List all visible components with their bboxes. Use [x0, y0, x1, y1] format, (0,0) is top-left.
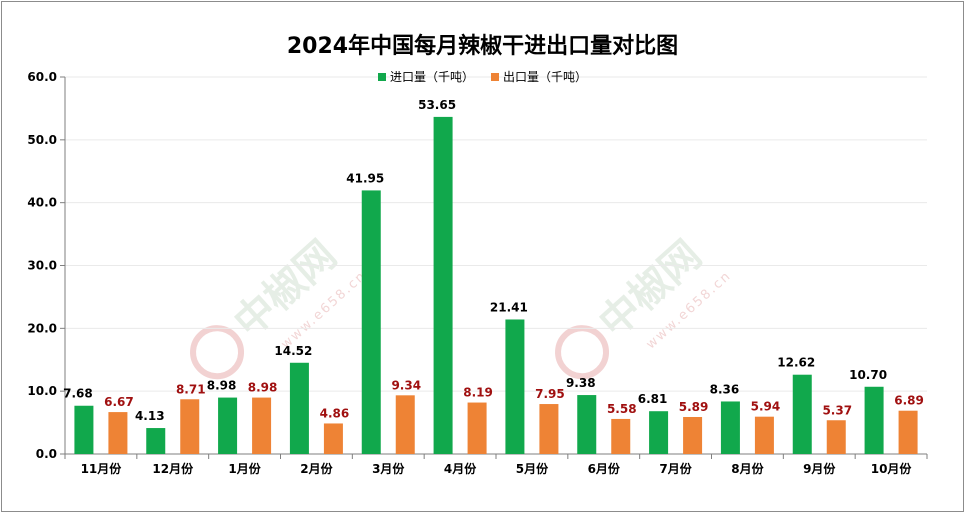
- import-bar: [146, 428, 166, 454]
- y-tick-label: 40.0: [27, 196, 57, 210]
- export-bar: [898, 410, 918, 454]
- import-data-label: 21.41: [490, 300, 528, 314]
- watermark-logo-text: 中椒网: [225, 232, 345, 346]
- legend-export-swatch: [491, 73, 499, 81]
- import-bar: [864, 386, 884, 454]
- import-data-label: 4.13: [135, 409, 165, 423]
- export-data-label: 6.89: [894, 394, 924, 408]
- export-data-label: 8.98: [248, 381, 278, 395]
- x-tick-label: 9月份: [803, 461, 836, 476]
- import-data-label: 8.98: [207, 379, 237, 393]
- export-data-label: 4.86: [320, 406, 350, 420]
- import-bar: [505, 319, 525, 454]
- x-tick-label: 6月份: [588, 461, 621, 476]
- export-data-label: 8.71: [176, 382, 206, 396]
- import-bar: [577, 395, 597, 454]
- import-bar: [74, 405, 94, 454]
- x-tick-label: 1月份: [228, 461, 261, 476]
- x-tick-label: 5月份: [516, 461, 549, 476]
- watermark-logo-icon: [190, 325, 245, 380]
- chart-title: 2024年中国每月辣椒干进出口量对比图: [286, 34, 679, 59]
- x-tick-label: 8月份: [731, 461, 764, 476]
- export-data-label: 7.95: [535, 387, 565, 401]
- data-labels: 7.686.674.138.71 8.98 8.9814.524.8641.959.…: [63, 98, 924, 423]
- export-bar: [252, 397, 272, 454]
- import-data-label: 53.65: [418, 98, 456, 112]
- import-data-label: 7.68: [63, 387, 93, 401]
- import-data-label: 8.36: [710, 382, 740, 396]
- export-bar: [754, 416, 774, 454]
- export-bar: [539, 404, 559, 454]
- export-data-label: 5.58: [607, 402, 637, 416]
- export-bar: [826, 420, 846, 454]
- y-tick-label: 50.0: [27, 133, 57, 147]
- export-bar: [323, 423, 343, 454]
- export-bar: [467, 402, 487, 454]
- export-data-label: 8.19: [463, 386, 493, 400]
- x-tick-label: 11月份: [81, 461, 123, 476]
- export-data-label: 6.67: [104, 395, 134, 409]
- import-data-label: 6.81: [638, 392, 668, 406]
- x-tick-label: 2月份: [300, 461, 333, 476]
- export-data-label: 9.34: [391, 378, 421, 392]
- import-bar: [792, 374, 812, 454]
- x-tick-label: 12月份: [152, 461, 194, 476]
- import-data-label: 41.95: [346, 171, 384, 185]
- export-data-label: 5.94: [751, 400, 781, 414]
- y-tick-label: 0.0: [36, 447, 57, 461]
- import-bar: [433, 116, 453, 454]
- import-bar: [361, 190, 381, 454]
- import-data-label: 9.38: [566, 376, 596, 390]
- legend-export-label: 出口量（千吨）: [503, 70, 587, 84]
- import-bar: [289, 362, 309, 454]
- y-tick-label: 60.0: [27, 70, 57, 84]
- x-tick-label: 7月份: [659, 461, 692, 476]
- y-tick-label: 30.0: [27, 259, 57, 273]
- x-tick-label: 10月份: [871, 461, 913, 476]
- export-bar: [180, 399, 200, 454]
- export-bar: [108, 412, 128, 454]
- import-bar: [649, 411, 669, 454]
- import-data-label: 10.70: [849, 368, 887, 382]
- import-bar: [218, 397, 238, 454]
- watermark-logo-text: 中椒网: [590, 232, 710, 346]
- legend-import-swatch: [378, 73, 386, 81]
- axes: 0.0 10.0 20.0 30.0 40.0 50.0 60.0 11月份 12月份 1月份 2月…: [27, 70, 928, 476]
- export-data-label: 5.89: [679, 400, 709, 414]
- export-bar: [395, 395, 415, 454]
- export-data-label: 5.37: [822, 403, 852, 417]
- bars: [74, 116, 918, 454]
- x-tick-label: 3月份: [372, 461, 405, 476]
- import-bar: [720, 401, 740, 454]
- watermark-logo-icon: [555, 325, 610, 380]
- import-data-label: 14.52: [274, 344, 312, 358]
- export-bar: [611, 418, 631, 454]
- import-data-label: 12.62: [777, 356, 815, 370]
- y-tick-label: 20.0: [27, 321, 57, 335]
- legend: 进口量（千吨） 出口量（千吨）: [378, 70, 587, 84]
- x-tick-label: 4月份: [444, 461, 477, 476]
- export-bar: [683, 416, 703, 454]
- legend-import-label: 进口量（千吨）: [390, 70, 474, 84]
- y-tick-label: 10.0: [27, 384, 57, 398]
